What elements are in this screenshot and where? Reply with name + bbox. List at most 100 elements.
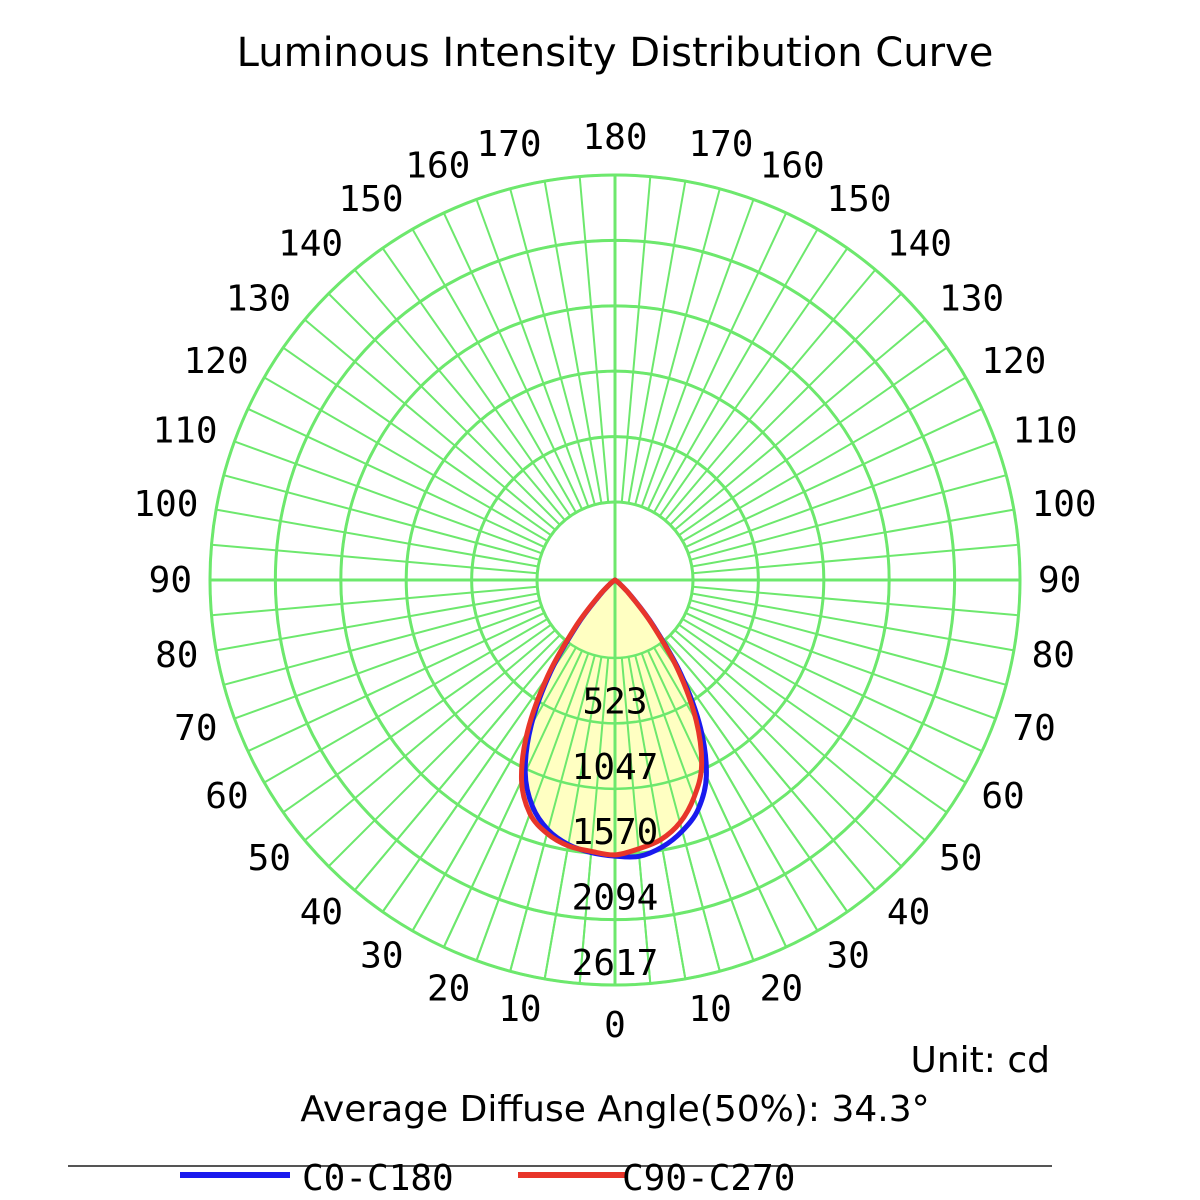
grid-spoke-left-140 xyxy=(353,269,566,521)
angle-label-right-20: 20 xyxy=(760,968,803,1009)
curve-c90-c270 xyxy=(518,577,705,858)
grid-spoke-left-125 xyxy=(282,346,552,537)
angle-label-left-0: 0 xyxy=(604,1005,626,1046)
grid-spoke-right-55 xyxy=(678,623,948,814)
grid-spoke-overlay-left-35 xyxy=(381,643,572,913)
grid-spoke-right-130 xyxy=(674,318,926,531)
angle-label-left-60: 60 xyxy=(205,776,248,817)
angle-label-right-40: 40 xyxy=(887,892,930,933)
unit-label: Unit: cd xyxy=(911,1040,1051,1081)
grid-spoke-left-175 xyxy=(578,176,610,503)
angle-label-right-70: 70 xyxy=(1012,708,1055,749)
grid-spoke-right-135 xyxy=(669,292,903,526)
angle-label-left-100: 100 xyxy=(133,484,198,525)
grid-spoke-overlay-right-15 xyxy=(634,655,721,972)
ring-label-2617: 2617 xyxy=(572,943,659,984)
ring-label-1570: 1570 xyxy=(572,812,659,853)
grid-spoke-left-145 xyxy=(381,247,572,517)
angle-label-left-30: 30 xyxy=(360,936,403,977)
angle-label-left-10: 10 xyxy=(498,989,541,1030)
chart-title: Luminous Intensity Distribution Curve xyxy=(237,30,994,76)
angle-label-right-10: 10 xyxy=(688,989,731,1030)
angle-label-right-80: 80 xyxy=(1032,635,1075,676)
angle-label-left-80: 80 xyxy=(155,635,198,676)
grid-spoke-right-105 xyxy=(690,474,1007,561)
grid-spoke-left-170 xyxy=(543,180,603,504)
angle-label-right-130: 130 xyxy=(939,278,1004,319)
grid-spoke-right-75 xyxy=(690,599,1007,686)
grid-spoke-overlay-left-40 xyxy=(353,639,566,891)
legend: C0-C180 C90-C270 xyxy=(68,1158,1052,1199)
angle-label-left-40: 40 xyxy=(300,892,343,933)
grid-spoke-left-160 xyxy=(475,199,590,508)
grid-spoke-left-80 xyxy=(215,592,539,652)
grid-spoke-left-105 xyxy=(223,474,540,561)
grid-spoke-left-165 xyxy=(509,188,596,505)
angle-label-right-90: 90 xyxy=(1038,560,1081,601)
angle-label-right-50: 50 xyxy=(939,838,982,879)
angle-label-right-150: 150 xyxy=(827,179,892,220)
grid-spoke-left-70 xyxy=(234,605,543,720)
grid-spoke-right-80 xyxy=(691,592,1015,652)
angle-label-right-140: 140 xyxy=(887,224,952,265)
grid-spoke-overlay-left-30 xyxy=(411,647,577,932)
grid-spoke-left-135 xyxy=(327,292,561,526)
grid-spoke-overlay-right-10 xyxy=(627,656,687,980)
grid-spoke-overlay-left-15 xyxy=(509,655,596,972)
angle-label-left-120: 120 xyxy=(184,341,249,382)
average-diffuse-angle: Average Diffuse Angle(50%): 34.3° xyxy=(300,1089,929,1130)
grid-spoke-left-95 xyxy=(211,543,538,575)
angle-label-left-160: 160 xyxy=(405,145,470,186)
grid-spoke-overlay-left-5 xyxy=(578,657,610,984)
grid-spoke-left-120 xyxy=(263,376,548,542)
angle-label-left-20: 20 xyxy=(427,968,470,1009)
grid-spoke-right-100 xyxy=(691,508,1015,568)
grid-spoke-left-85 xyxy=(211,585,538,617)
grid-spoke-left-100 xyxy=(215,508,539,568)
angle-label-right-120: 120 xyxy=(981,341,1046,382)
grid-spoke-right-150 xyxy=(653,228,819,513)
angle-label-right-100: 100 xyxy=(1032,484,1097,525)
angle-label-right-60: 60 xyxy=(981,776,1024,817)
grid-spoke-right-160 xyxy=(640,199,755,508)
grid-spoke-right-145 xyxy=(658,247,849,517)
legend-label-c0-c180: C0-C180 xyxy=(302,1158,454,1199)
grid-spoke-right-120 xyxy=(682,376,967,542)
angle-label-left-50: 50 xyxy=(248,838,291,879)
angle-label-left-70: 70 xyxy=(174,708,217,749)
angle-label-left-110: 110 xyxy=(152,410,217,451)
grid-spoke-left-75 xyxy=(223,599,540,686)
grid-spoke-right-125 xyxy=(678,346,948,537)
angle-label-left-180: 180 xyxy=(582,117,647,158)
grid-spoke-right-140 xyxy=(664,269,877,521)
angle-label-left-90: 90 xyxy=(149,560,192,601)
intensity-curves xyxy=(208,173,1022,987)
grid-spoke-right-70 xyxy=(687,605,996,720)
angle-label-right-170: 170 xyxy=(688,124,753,165)
grid-spoke-right-65 xyxy=(685,612,983,753)
ring-label-2094: 2094 xyxy=(572,878,659,919)
angle-label-left-130: 130 xyxy=(226,278,291,319)
grid-spoke-overlay-left-10 xyxy=(543,656,603,980)
grid-spoke-left-115 xyxy=(247,407,545,548)
angle-label-left-140: 140 xyxy=(278,224,343,265)
grid-spoke-right-155 xyxy=(647,212,788,510)
angle-labels: 0102030405060708090100110120130140150160… xyxy=(133,117,1096,1046)
angle-label-left-150: 150 xyxy=(338,179,403,220)
grid-spoke-right-60 xyxy=(682,618,967,784)
grid-spoke-right-50 xyxy=(674,629,926,842)
angle-label-left-170: 170 xyxy=(477,124,542,165)
grid-spoke-left-65 xyxy=(247,612,545,753)
grid-spoke-left-155 xyxy=(442,212,583,510)
grid-spoke-right-85 xyxy=(692,585,1019,617)
grid-spoke-right-175 xyxy=(620,176,652,503)
ring-label-523: 523 xyxy=(582,681,647,722)
grid-spoke-left-60 xyxy=(263,618,548,784)
ring-label-1047: 1047 xyxy=(572,747,659,788)
grid-spoke-left-50 xyxy=(304,629,556,842)
grid-spoke-overlay-right-30 xyxy=(653,647,819,932)
angle-label-right-160: 160 xyxy=(760,145,825,186)
grid-spoke-overlay-right-40 xyxy=(664,639,877,891)
grid-spoke-right-170 xyxy=(627,180,687,504)
